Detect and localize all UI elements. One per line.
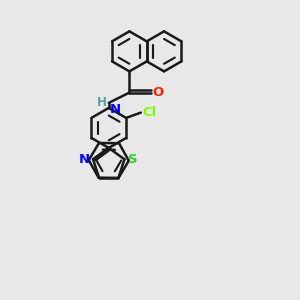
Text: N: N bbox=[110, 103, 121, 116]
Text: Cl: Cl bbox=[142, 106, 156, 119]
Text: N: N bbox=[79, 153, 90, 166]
Text: O: O bbox=[152, 86, 164, 99]
Text: S: S bbox=[128, 153, 138, 166]
Text: H: H bbox=[97, 95, 107, 109]
